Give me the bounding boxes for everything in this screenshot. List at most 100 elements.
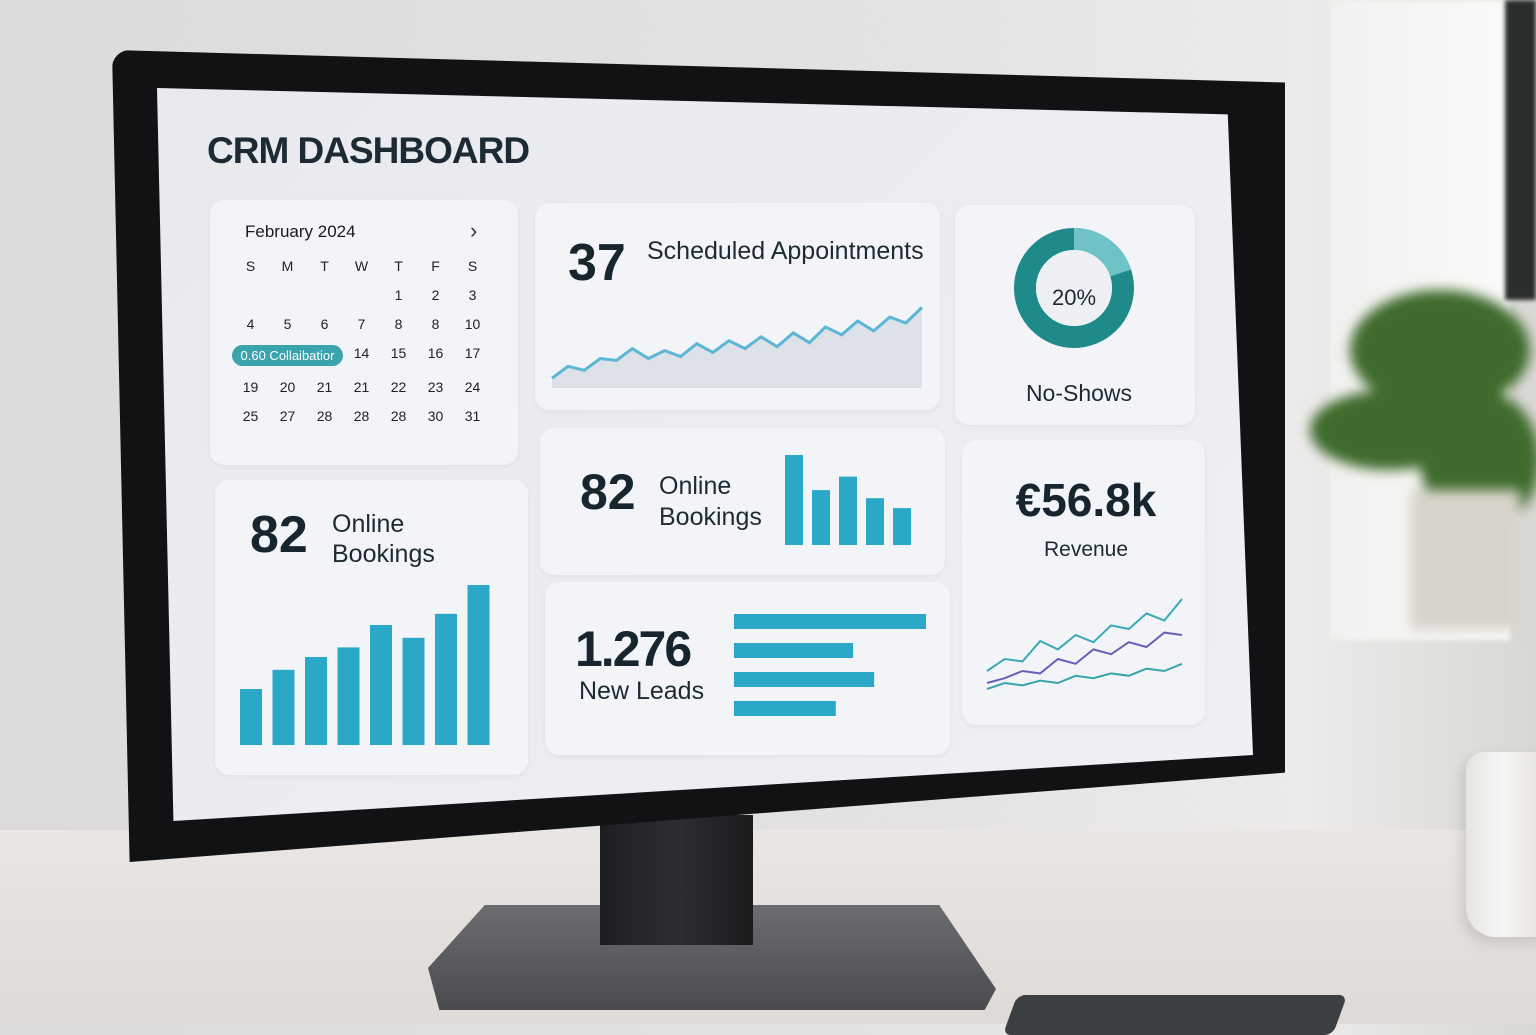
calendar-day[interactable]: 28 — [353, 408, 370, 424]
keyboard — [1002, 995, 1348, 1035]
calendar-day[interactable]: 2 — [431, 287, 440, 303]
calendar-day — [269, 287, 306, 303]
calendar-day[interactable]: 28 — [390, 408, 407, 424]
bar — [402, 637, 425, 745]
calendar-day[interactable]: 20 — [279, 379, 296, 395]
bar — [734, 643, 854, 658]
calendar-day[interactable]: 25 — [242, 408, 259, 424]
calendar-day[interactable]: 1 — [394, 287, 403, 303]
calendar-day[interactable]: 24 — [464, 379, 481, 395]
calendar-day[interactable]: 19 — [242, 379, 259, 395]
appointments-label: Scheduled Appointments — [647, 237, 924, 265]
monitor-stand — [600, 815, 753, 945]
calendar-day[interactable]: 14 — [353, 345, 370, 361]
calendar-day[interactable]: 3 — [468, 287, 477, 303]
bar — [866, 498, 884, 545]
calendar-day[interactable]: 21 — [353, 379, 370, 395]
calendar-day[interactable]: 8 — [431, 316, 440, 332]
online-bookings-label: Bookings — [332, 540, 435, 568]
page-title: CRM DASHBOARD — [207, 130, 530, 171]
no-shows-donut — [1014, 228, 1134, 348]
appointments-card: 37 Scheduled Appointments — [535, 203, 940, 410]
revenue-line-chart — [986, 598, 1183, 690]
calendar-day — [232, 287, 269, 303]
calendar-day — [306, 287, 343, 303]
bar — [337, 647, 360, 745]
calendar-day[interactable]: 28 — [316, 408, 333, 424]
no-shows-label: No-Shows — [1025, 380, 1133, 406]
bar — [370, 625, 392, 745]
calendar-day[interactable]: 4 — [246, 316, 255, 332]
calendar-day[interactable]: 8 — [394, 316, 403, 332]
bar — [435, 613, 457, 745]
calendar-day[interactable]: 7 — [357, 316, 366, 332]
online-bookings-mini-bar-chart — [785, 455, 911, 545]
calendar-day[interactable]: 6 — [320, 316, 329, 332]
calendar-day[interactable]: 31 — [464, 408, 481, 424]
online-bookings-card: 82 Online Bookings — [215, 480, 528, 775]
weekday-header: T — [394, 258, 403, 274]
appointments-line-chart — [551, 306, 924, 388]
calendar-event-pill[interactable]: 0.60 Collaibatior — [232, 345, 343, 366]
new-leads-value: 1.276 — [575, 621, 692, 677]
revenue-card: €56.8k Revenue — [962, 440, 1205, 725]
no-shows-card: 20% No-Shows — [955, 205, 1195, 425]
bar — [734, 614, 926, 629]
bar — [734, 672, 875, 687]
window-frame — [1505, 0, 1536, 300]
bar — [785, 455, 803, 545]
online-bookings-bar-chart — [240, 585, 490, 745]
calendar-day[interactable]: 23 — [427, 379, 444, 395]
online-bookings-mini-label: Online — [659, 472, 732, 500]
calendar-day[interactable]: 15 — [390, 345, 407, 361]
no-shows-percent: 20% — [1051, 285, 1097, 310]
bar — [305, 657, 327, 745]
revenue-label: Revenue — [1043, 538, 1129, 561]
new-leads-label: New Leads — [579, 677, 705, 705]
donut-segment — [1014, 228, 1134, 348]
revenue-series-line — [986, 631, 1183, 684]
calendar-grid: S M T W T F S 1 2 3 4 5 6 7 8 8 10 0.60 Collaibatior 14 15 1… — [232, 258, 491, 424]
bar — [734, 701, 836, 716]
plant — [1310, 290, 1536, 630]
weekday-header: T — [320, 258, 329, 274]
calendar-month: February 2024 — [245, 222, 356, 241]
online-bookings-mini-label: Bookings — [659, 503, 762, 531]
calendar-card: February 2024 › S M T W T F S 1 2 3 4 5 6 7 8 8 10 0.60 C… — [210, 200, 518, 465]
revenue-series-line — [986, 662, 1183, 690]
new-leads-card: 1.276 New Leads — [545, 582, 950, 755]
revenue-series-line — [986, 598, 1183, 672]
calendar-day[interactable]: 30 — [427, 408, 444, 424]
bar — [240, 689, 262, 745]
weekday-header: F — [431, 258, 440, 274]
weekday-header: M — [281, 258, 294, 274]
bar — [272, 669, 295, 745]
new-leads-bar-chart — [734, 614, 926, 716]
online-bookings-mini-card: 82 Online Bookings — [540, 428, 945, 575]
weekday-header: S — [245, 258, 256, 274]
bar — [893, 508, 911, 545]
area-fill — [552, 307, 922, 388]
appointments-value: 37 — [568, 234, 626, 292]
calendar-day[interactable]: 16 — [427, 345, 444, 361]
calendar-day[interactable]: 27 — [279, 408, 296, 424]
calendar-day[interactable]: 21 — [316, 379, 333, 395]
online-bookings-value: 82 — [250, 506, 308, 564]
weekday-header: S — [467, 258, 478, 274]
chevron-right-icon[interactable]: › — [470, 218, 478, 243]
weekday-header: W — [354, 258, 369, 274]
calendar-day[interactable]: 17 — [464, 345, 481, 361]
online-bookings-mini-value: 82 — [580, 464, 636, 520]
calendar-day[interactable]: 10 — [464, 316, 481, 332]
revenue-value: €56.8k — [1015, 474, 1157, 526]
donut-hole — [1036, 250, 1112, 326]
trend-line — [551, 306, 924, 380]
calendar-day[interactable]: 5 — [283, 316, 292, 332]
calendar-day — [343, 287, 380, 303]
calendar-day[interactable]: 22 — [390, 379, 407, 395]
bar — [812, 490, 830, 545]
bar — [839, 476, 857, 545]
bar — [467, 585, 490, 745]
mug — [1466, 752, 1536, 937]
online-bookings-label: Online — [332, 510, 405, 538]
